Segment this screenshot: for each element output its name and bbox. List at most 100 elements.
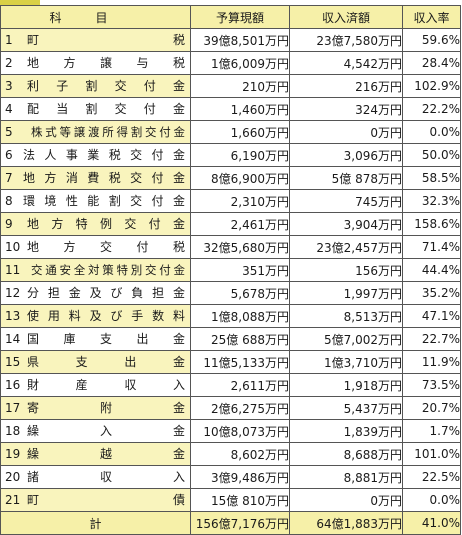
row-received: 23億2,457万円 <box>289 235 403 259</box>
row-rate: 22.2% <box>402 97 461 121</box>
total-budget: 156億7,176万円 <box>190 511 290 535</box>
row-received: 3,904万円 <box>289 212 403 236</box>
row-name: 株式等譲渡所得割交付金 <box>31 125 185 139</box>
row-subject: 1 町税 <box>0 28 191 52</box>
row-number: 16 <box>5 378 21 392</box>
table-row: 15 県支出金 11億5,133万円 1億3,710万円 11.9% <box>0 350 461 374</box>
row-name: 町税 <box>27 33 185 47</box>
table-row: 4 配当割交付金 1,460万円 324万円 22.2% <box>0 97 461 121</box>
row-received: 5億 878万円 <box>289 166 403 190</box>
row-number: 11 <box>5 263 21 277</box>
row-subject: 17 寄附金 <box>0 396 191 420</box>
row-received: 3,096万円 <box>289 143 403 167</box>
table-row: 18 繰入金 10億8,073万円 1,839万円 1.7% <box>0 419 461 443</box>
table-row: 11 交通安全対策特別交付金 351万円 156万円 44.4% <box>0 258 461 282</box>
table-row: 8 環境性能割交付金 2,310万円 745万円 32.3% <box>0 189 461 213</box>
row-rate: 22.5% <box>402 465 461 489</box>
row-rate: 73.5% <box>402 373 461 397</box>
row-budget: 5,678万円 <box>190 281 290 305</box>
revenue-table: 科目 予算現額 収入済額 収入率 1 町税 39億8,501万円 23億7,580万円… <box>0 5 461 535</box>
row-subject: 14 国庫支出金 <box>0 327 191 351</box>
total-label: 計 <box>0 511 191 535</box>
row-number: 8 <box>5 194 13 208</box>
row-subject: 7 地方消費税交付金 <box>0 166 191 190</box>
row-subject: 3 利子割交付金 <box>0 74 191 98</box>
row-name: 環境性能割交付金 <box>23 194 185 208</box>
row-subject: 6 法人事業税交付金 <box>0 143 191 167</box>
row-rate: 101.0% <box>402 442 461 466</box>
row-subject: 16 財産収入 <box>0 373 191 397</box>
row-budget: 2,461万円 <box>190 212 290 236</box>
row-rate: 20.7% <box>402 396 461 420</box>
row-name: 法人事業税交付金 <box>23 148 185 162</box>
row-rate: 158.6% <box>402 212 461 236</box>
row-number: 15 <box>5 355 21 369</box>
row-number: 3 <box>5 79 13 93</box>
row-subject: 19 繰越金 <box>0 442 191 466</box>
row-budget: 210万円 <box>190 74 290 98</box>
row-received: 1,839万円 <box>289 419 403 443</box>
row-number: 21 <box>5 493 21 507</box>
row-name: 諸収入 <box>27 470 185 484</box>
row-name: 寄附金 <box>27 401 185 415</box>
row-rate: 28.4% <box>402 51 461 75</box>
row-budget: 11億5,133万円 <box>190 350 290 374</box>
row-number: 4 <box>5 102 13 116</box>
row-received: 8,688万円 <box>289 442 403 466</box>
header-row: 科目 予算現額 収入済額 収入率 <box>0 5 461 29</box>
row-name: 地方譲与税 <box>27 56 185 70</box>
row-number: 14 <box>5 332 21 346</box>
total-rate: 41.0% <box>402 511 461 535</box>
total-received: 64億1,883万円 <box>289 511 403 535</box>
row-subject: 5 株式等譲渡所得割交付金 <box>0 120 191 144</box>
table-row: 5 株式等譲渡所得割交付金 1,660万円 0万円 0.0% <box>0 120 461 144</box>
table-row: 9 地方特例交付金 2,461万円 3,904万円 158.6% <box>0 212 461 236</box>
row-subject: 21 町債 <box>0 488 191 512</box>
row-subject: 20 諸収入 <box>0 465 191 489</box>
row-budget: 2,611万円 <box>190 373 290 397</box>
row-received: 23億7,580万円 <box>289 28 403 52</box>
row-budget: 6,190万円 <box>190 143 290 167</box>
row-number: 13 <box>5 309 21 323</box>
row-rate: 22.7% <box>402 327 461 351</box>
row-received: 156万円 <box>289 258 403 282</box>
row-rate: 1.7% <box>402 419 461 443</box>
header-budget: 予算現額 <box>190 5 290 29</box>
row-subject: 18 繰入金 <box>0 419 191 443</box>
row-name: 配当割交付金 <box>27 102 185 116</box>
row-name: 地方消費税交付金 <box>23 171 185 185</box>
row-received: 5,437万円 <box>289 396 403 420</box>
table-row: 12 分担金及び負担金 5,678万円 1,997万円 35.2% <box>0 281 461 305</box>
row-number: 19 <box>5 447 21 461</box>
row-rate: 35.2% <box>402 281 461 305</box>
row-subject: 4 配当割交付金 <box>0 97 191 121</box>
row-name: 県支出金 <box>27 355 185 369</box>
row-received: 745万円 <box>289 189 403 213</box>
row-number: 7 <box>5 171 13 185</box>
row-budget: 39億8,501万円 <box>190 28 290 52</box>
row-name: 地方特例交付金 <box>27 217 185 231</box>
row-budget: 10億8,073万円 <box>190 419 290 443</box>
row-name: 分担金及び負担金 <box>27 286 185 300</box>
row-received: 8,513万円 <box>289 304 403 328</box>
row-received: 5億7,002万円 <box>289 327 403 351</box>
row-number: 18 <box>5 424 21 438</box>
row-number: 9 <box>5 217 13 231</box>
table-row: 14 国庫支出金 25億 688万円 5億7,002万円 22.7% <box>0 327 461 351</box>
row-budget: 3億9,486万円 <box>190 465 290 489</box>
row-subject: 10 地方交付税 <box>0 235 191 259</box>
row-budget: 15億 810万円 <box>190 488 290 512</box>
row-received: 216万円 <box>289 74 403 98</box>
row-rate: 47.1% <box>402 304 461 328</box>
table-row: 16 財産収入 2,611万円 1,918万円 73.5% <box>0 373 461 397</box>
row-budget: 1億8,088万円 <box>190 304 290 328</box>
row-name: 利子割交付金 <box>27 79 185 93</box>
row-name: 繰入金 <box>27 424 185 438</box>
section-tab-marker <box>0 0 40 5</box>
row-rate: 59.6% <box>402 28 461 52</box>
table-row: 17 寄附金 2億6,275万円 5,437万円 20.7% <box>0 396 461 420</box>
row-number: 20 <box>5 470 21 484</box>
row-received: 0万円 <box>289 488 403 512</box>
row-rate: 71.4% <box>402 235 461 259</box>
table-row: 1 町税 39億8,501万円 23億7,580万円 59.6% <box>0 28 461 52</box>
